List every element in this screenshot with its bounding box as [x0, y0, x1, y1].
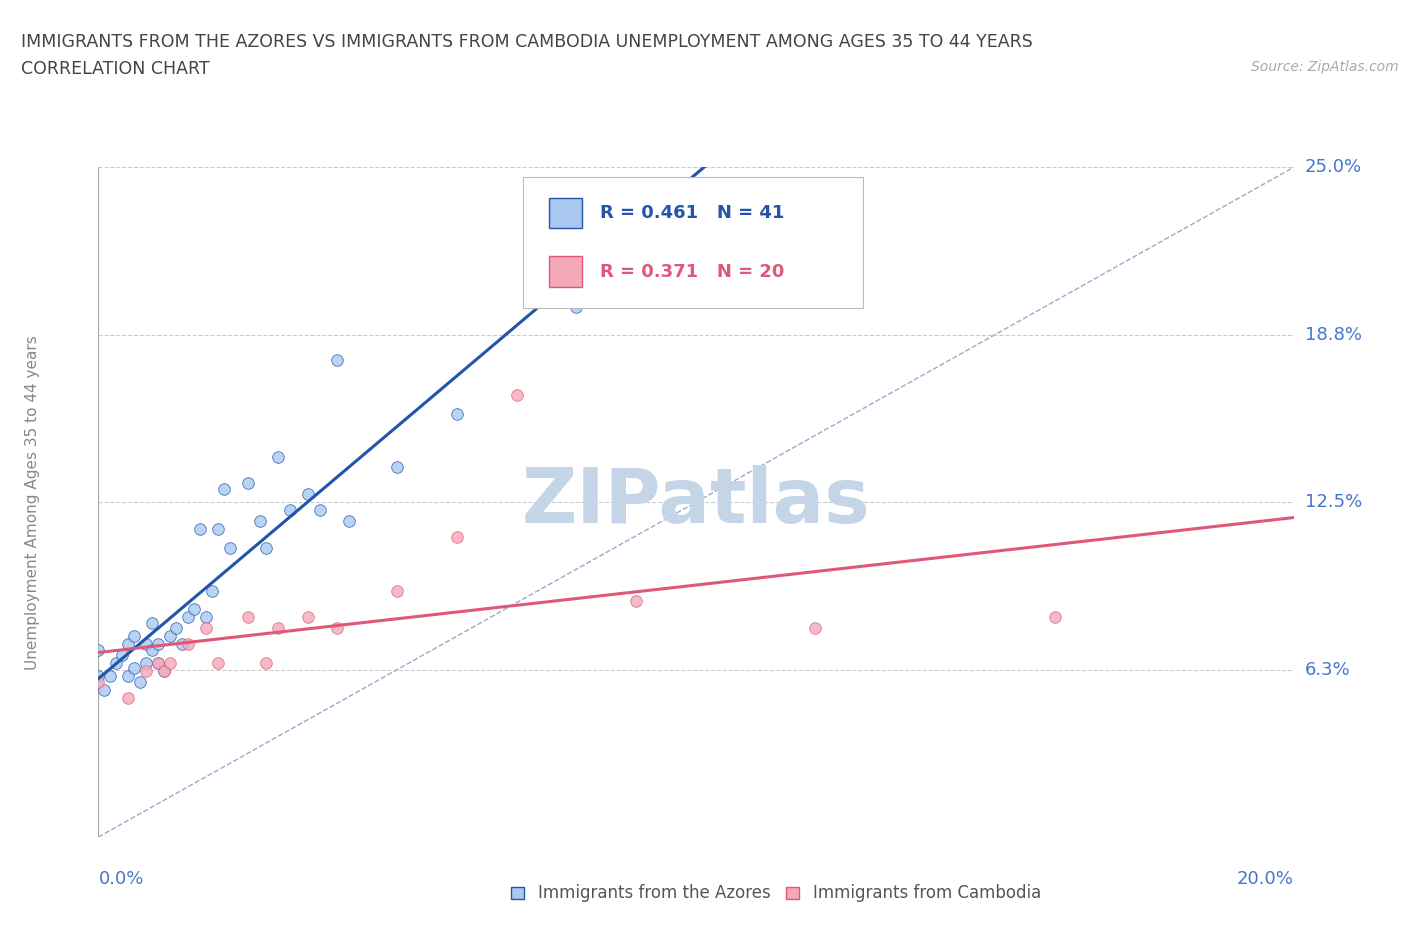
Point [804, 620, 827, 635]
Point [117, 637, 139, 652]
Point [183, 602, 205, 617]
Text: R = 0.371   N = 20: R = 0.371 N = 20 [600, 262, 785, 281]
Point [159, 656, 181, 671]
Text: 20.0%: 20.0% [1237, 870, 1294, 888]
Point [98, 669, 122, 684]
Point [267, 620, 290, 635]
Point [339, 513, 360, 528]
Point [124, 629, 146, 644]
Text: 6.3%: 6.3% [1305, 660, 1350, 679]
Point [201, 583, 224, 598]
Point [236, 476, 259, 491]
Point [254, 540, 277, 555]
Point [188, 522, 211, 537]
Point [254, 656, 277, 671]
Point [153, 663, 176, 678]
Point [278, 503, 301, 518]
Point [87, 642, 110, 657]
Point [124, 661, 146, 676]
Point [93, 683, 115, 698]
Point [236, 610, 259, 625]
Point [159, 629, 181, 644]
Point [148, 656, 170, 671]
Point [385, 583, 409, 598]
Point [207, 656, 229, 671]
Point [385, 460, 409, 475]
Text: 25.0%: 25.0% [1305, 158, 1362, 177]
Bar [548, 197, 582, 228]
Text: 18.8%: 18.8% [1305, 326, 1361, 344]
Text: IMMIGRANTS FROM THE AZORES VS IMMIGRANTS FROM CAMBODIA UNEMPLOYMENT AMONG AGES 3: IMMIGRANTS FROM THE AZORES VS IMMIGRANTS… [21, 33, 1033, 50]
Point [117, 669, 139, 684]
Point [565, 299, 588, 314]
Text: ZIPatlas: ZIPatlas [522, 465, 870, 539]
Point [129, 674, 152, 689]
Bar [786, 887, 799, 899]
Point [267, 449, 290, 464]
Text: Immigrants from the Azores: Immigrants from the Azores [538, 884, 770, 902]
Text: 12.5%: 12.5% [1305, 493, 1362, 512]
Point [297, 486, 319, 501]
Point [141, 616, 163, 631]
Point [177, 637, 200, 652]
Point [87, 669, 110, 684]
Point [105, 656, 128, 671]
Point [135, 656, 157, 671]
Point [135, 637, 157, 652]
Point [87, 674, 110, 689]
Point [135, 663, 157, 678]
Point [194, 610, 218, 625]
Point [219, 540, 242, 555]
Bar [548, 257, 582, 286]
Point [326, 620, 349, 635]
Point [326, 352, 349, 367]
Bar [510, 887, 523, 899]
Point [172, 637, 194, 652]
Text: Source: ZipAtlas.com: Source: ZipAtlas.com [1251, 60, 1399, 74]
Text: R = 0.461   N = 41: R = 0.461 N = 41 [600, 204, 785, 221]
Point [165, 620, 187, 635]
Point [153, 663, 176, 678]
Point [207, 522, 229, 537]
Point [194, 620, 218, 635]
Point [212, 482, 235, 497]
Text: CORRELATION CHART: CORRELATION CHART [21, 60, 209, 78]
Text: Unemployment Among Ages 35 to 44 years: Unemployment Among Ages 35 to 44 years [25, 335, 41, 670]
Point [141, 642, 163, 657]
Point [1043, 610, 1066, 625]
Point [506, 388, 529, 403]
Point [446, 529, 468, 544]
Point [446, 406, 468, 421]
Point [249, 513, 271, 528]
Point [148, 637, 170, 652]
Point [297, 610, 319, 625]
Point [148, 656, 170, 671]
Point [308, 503, 330, 518]
Point [177, 610, 200, 625]
Text: 0.0%: 0.0% [98, 870, 143, 888]
FancyBboxPatch shape [523, 178, 863, 308]
Point [624, 594, 647, 609]
Text: Immigrants from Cambodia: Immigrants from Cambodia [813, 884, 1040, 902]
Point [117, 690, 139, 705]
Point [111, 647, 134, 662]
